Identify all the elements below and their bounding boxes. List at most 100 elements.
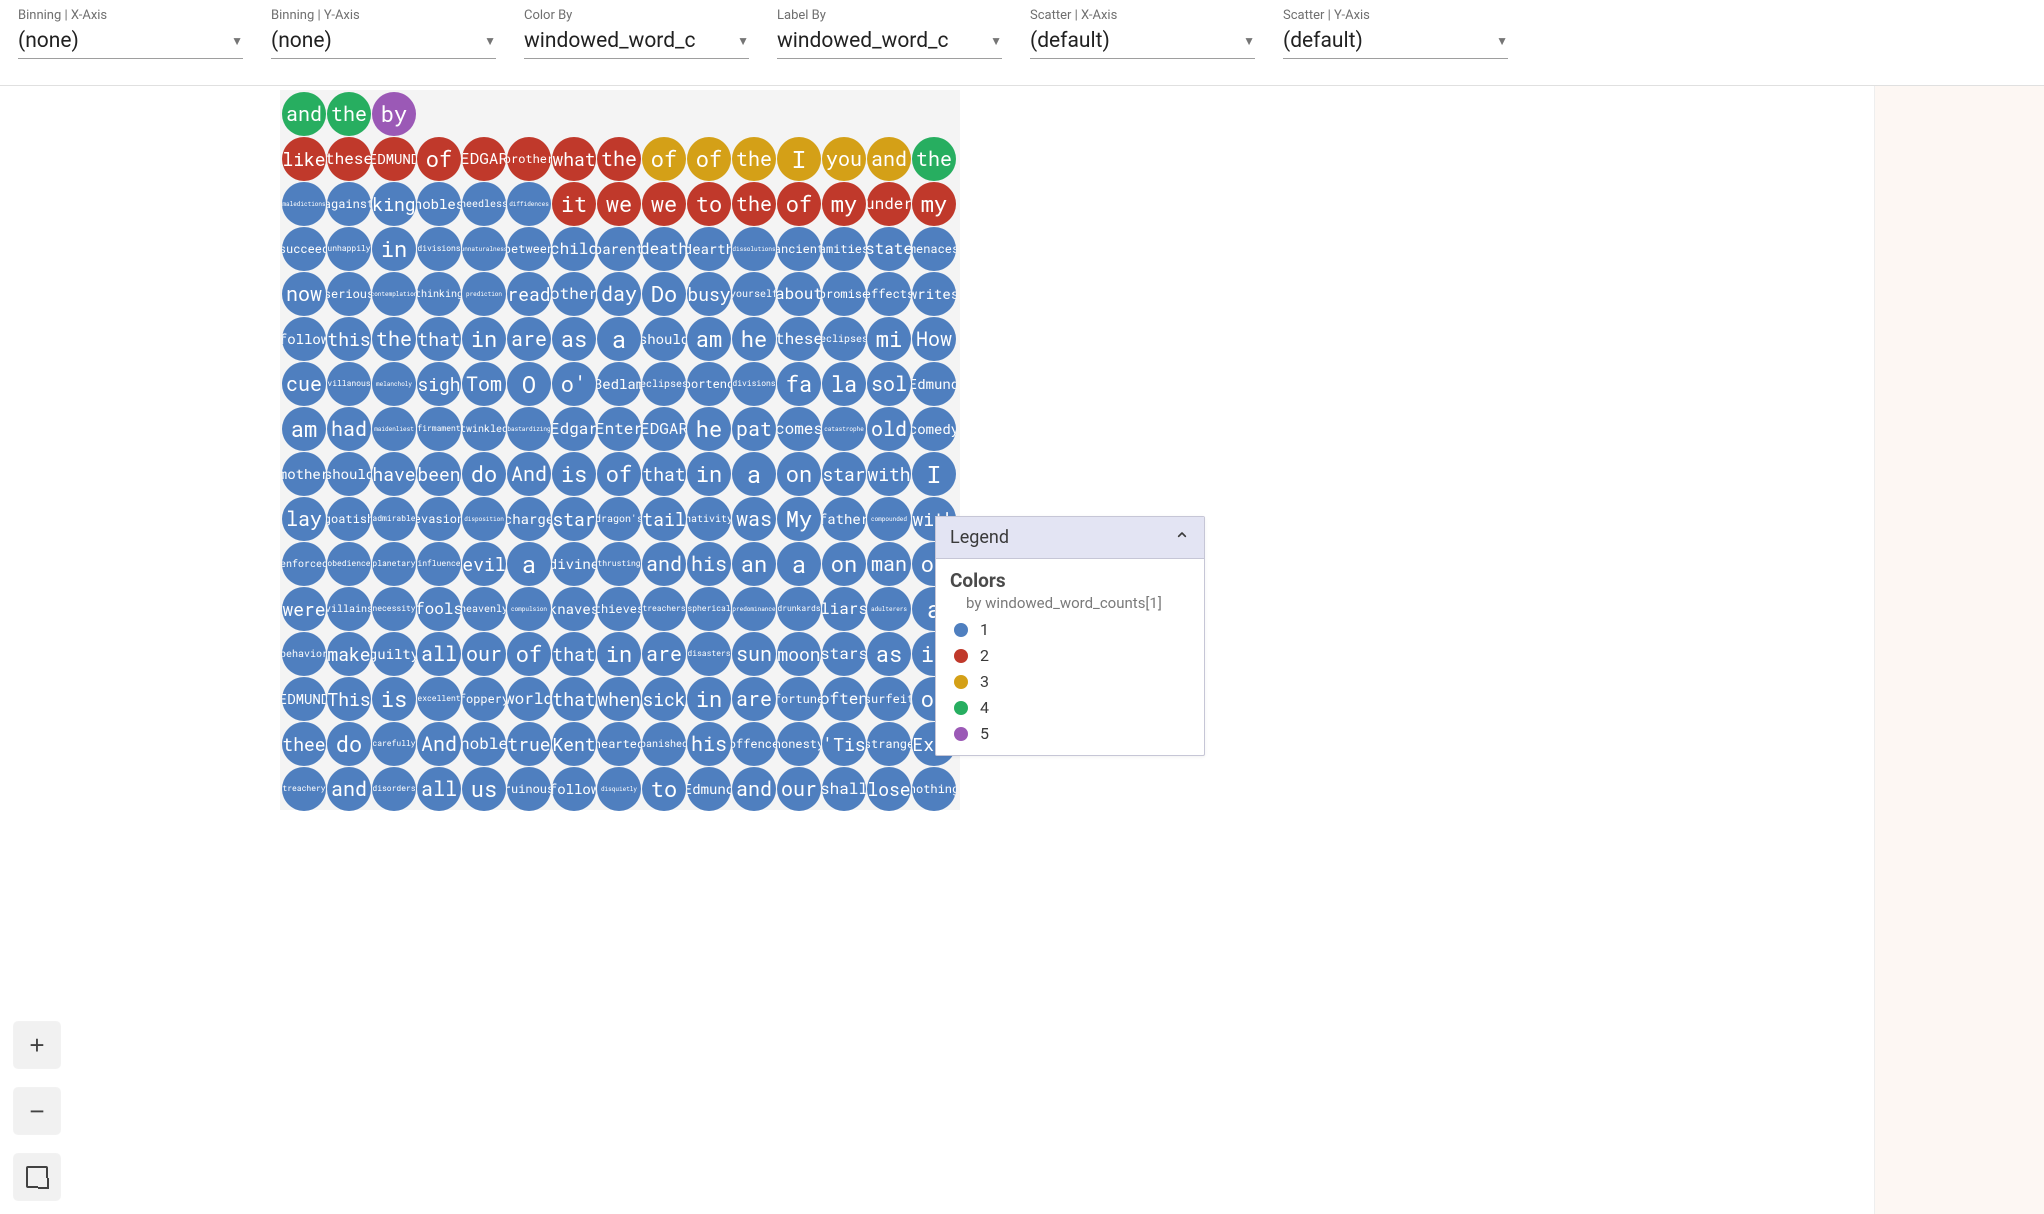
data-point[interactable]: between	[507, 227, 551, 271]
data-point[interactable]: old	[867, 407, 911, 451]
data-point[interactable]: disquietly	[597, 767, 641, 811]
data-point[interactable]: disposition	[462, 497, 506, 541]
data-point[interactable]: to	[687, 182, 731, 226]
data-point[interactable]: eclipses	[642, 362, 686, 406]
control-select[interactable]: (default)▼	[1030, 25, 1255, 59]
data-point[interactable]: Do	[642, 272, 686, 316]
data-point[interactable]: my	[822, 182, 866, 226]
data-point[interactable]: heavenly	[462, 587, 506, 631]
data-point[interactable]: follow	[282, 317, 326, 361]
data-point[interactable]: the	[327, 92, 371, 136]
data-point[interactable]: he	[732, 317, 776, 361]
control-select[interactable]: (none)▼	[271, 25, 496, 59]
data-point[interactable]: fortune	[777, 677, 821, 721]
data-point[interactable]: guilty	[372, 632, 416, 676]
data-point[interactable]: under	[867, 182, 911, 226]
zoom-in-button[interactable]: +	[14, 1022, 60, 1068]
data-point[interactable]: surfeit	[867, 677, 911, 721]
data-point[interactable]: thrusting	[597, 542, 641, 586]
legend-item[interactable]: 3	[954, 672, 1190, 691]
data-point[interactable]: is	[372, 677, 416, 721]
data-point[interactable]: hearted	[597, 722, 641, 766]
data-point[interactable]: writes	[912, 272, 956, 316]
control-select[interactable]: (default)▼	[1283, 25, 1508, 59]
data-point[interactable]: as	[867, 632, 911, 676]
control-select[interactable]: (none)▼	[18, 25, 243, 59]
data-point[interactable]: maidenliest	[372, 407, 416, 451]
data-point[interactable]: thieves	[597, 587, 641, 631]
data-point[interactable]: sick	[642, 677, 686, 721]
data-point[interactable]: the	[912, 137, 956, 181]
data-point[interactable]: goatish	[327, 497, 371, 541]
data-point[interactable]: Bedlam	[597, 362, 641, 406]
data-point[interactable]: Edmund	[687, 767, 731, 811]
data-point[interactable]: child	[552, 227, 596, 271]
data-point[interactable]: of	[777, 182, 821, 226]
data-point[interactable]: and	[282, 92, 326, 136]
data-point[interactable]: firmament	[417, 407, 461, 451]
data-point[interactable]: on	[777, 452, 821, 496]
data-point[interactable]: when	[597, 677, 641, 721]
data-point[interactable]: nativity	[687, 497, 731, 541]
data-point[interactable]: our	[462, 632, 506, 676]
data-point[interactable]: twinkled	[462, 407, 506, 451]
data-point[interactable]: amities	[822, 227, 866, 271]
data-point[interactable]: these	[777, 317, 821, 361]
data-point[interactable]: do	[327, 722, 371, 766]
data-point[interactable]: of	[687, 137, 731, 181]
data-point[interactable]: state	[867, 227, 911, 271]
data-point[interactable]: ancient	[777, 227, 821, 271]
data-point[interactable]: father	[822, 497, 866, 541]
data-point[interactable]: and	[867, 137, 911, 181]
data-point[interactable]: this	[327, 317, 371, 361]
data-point[interactable]: other	[552, 272, 596, 316]
data-point[interactable]: have	[372, 452, 416, 496]
data-point[interactable]: are	[732, 677, 776, 721]
data-point[interactable]: mother	[282, 452, 326, 496]
data-point[interactable]: foppery	[462, 677, 506, 721]
data-point[interactable]: had	[327, 407, 371, 451]
data-point[interactable]: death	[642, 227, 686, 271]
data-point[interactable]: his	[687, 542, 731, 586]
data-point[interactable]: comedy	[912, 407, 956, 451]
data-point[interactable]: How	[912, 317, 956, 361]
data-point[interactable]: carefully	[372, 722, 416, 766]
data-point[interactable]: that	[417, 317, 461, 361]
data-point[interactable]: My	[777, 497, 821, 541]
data-point[interactable]: enforced	[282, 542, 326, 586]
data-point[interactable]: planetary	[372, 542, 416, 586]
data-point[interactable]: we	[642, 182, 686, 226]
data-point[interactable]: bastardizing	[507, 407, 551, 451]
data-point[interactable]: lay	[282, 497, 326, 541]
data-point[interactable]: moon	[777, 632, 821, 676]
data-point[interactable]: contemplation	[372, 272, 416, 316]
data-point[interactable]: on	[822, 542, 866, 586]
data-point[interactable]: an	[732, 542, 776, 586]
data-point[interactable]: spherical	[687, 587, 731, 631]
data-point[interactable]: and	[642, 542, 686, 586]
data-point[interactable]: o'	[552, 362, 596, 406]
control-select[interactable]: windowed_word_c▼	[777, 25, 1002, 59]
data-point[interactable]: behavior	[282, 632, 326, 676]
data-point[interactable]: EDGAR	[642, 407, 686, 451]
data-point[interactable]: thee	[282, 722, 326, 766]
data-point[interactable]: Kent	[552, 722, 596, 766]
data-point[interactable]: should	[327, 452, 371, 496]
data-point[interactable]: influence	[417, 542, 461, 586]
data-point[interactable]: dissolutions	[732, 227, 776, 271]
data-point[interactable]: nobles	[417, 182, 461, 226]
data-point[interactable]: necessity	[372, 587, 416, 631]
data-point[interactable]: I	[912, 452, 956, 496]
data-point[interactable]: This	[327, 677, 371, 721]
data-point[interactable]: follow	[552, 767, 596, 811]
data-point[interactable]: these	[327, 137, 371, 181]
data-point[interactable]: treachery	[282, 767, 326, 811]
data-point[interactable]: like	[282, 137, 326, 181]
data-point[interactable]: needless	[462, 182, 506, 226]
data-point[interactable]: disorders	[372, 767, 416, 811]
data-point[interactable]: O	[507, 362, 551, 406]
data-point[interactable]: he	[687, 407, 731, 451]
legend-item[interactable]: 5	[954, 724, 1190, 743]
data-point[interactable]: ruinous	[507, 767, 551, 811]
data-point[interactable]: in	[597, 632, 641, 676]
